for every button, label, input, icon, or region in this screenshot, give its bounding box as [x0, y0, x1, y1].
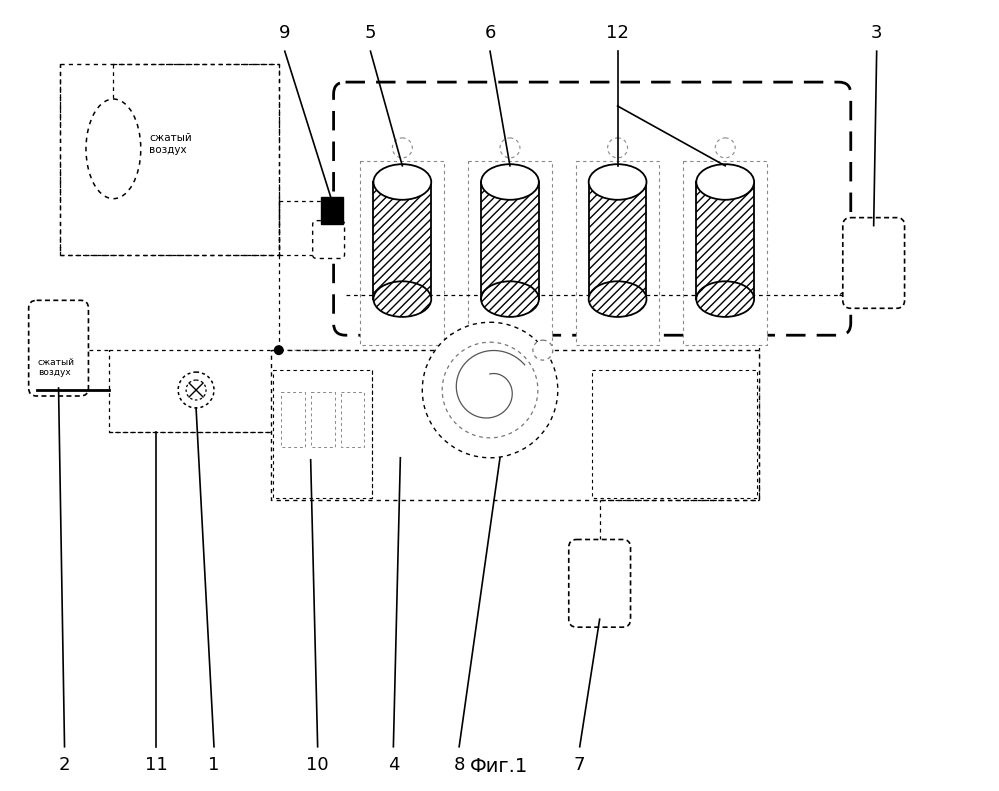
Circle shape	[532, 340, 552, 360]
Text: 7: 7	[574, 755, 585, 774]
Text: сжатый
воздух: сжатый воздух	[38, 358, 75, 377]
Text: 10: 10	[307, 755, 329, 774]
Text: 1: 1	[209, 755, 220, 774]
Ellipse shape	[482, 165, 538, 200]
FancyBboxPatch shape	[575, 161, 659, 345]
Circle shape	[186, 380, 206, 400]
FancyBboxPatch shape	[109, 350, 279, 432]
Text: 9: 9	[279, 25, 291, 42]
FancyBboxPatch shape	[313, 221, 345, 259]
Bar	[374, 182, 432, 299]
Ellipse shape	[696, 165, 754, 200]
Text: 6: 6	[485, 25, 496, 42]
Text: 11: 11	[145, 755, 168, 774]
Ellipse shape	[588, 282, 646, 317]
FancyBboxPatch shape	[334, 82, 851, 335]
Circle shape	[178, 372, 214, 408]
Bar	[321, 197, 343, 224]
FancyBboxPatch shape	[271, 350, 759, 500]
Text: 5: 5	[365, 25, 377, 42]
FancyBboxPatch shape	[273, 370, 373, 498]
FancyBboxPatch shape	[341, 392, 365, 447]
Bar	[696, 182, 754, 299]
FancyBboxPatch shape	[29, 301, 89, 396]
FancyBboxPatch shape	[683, 161, 767, 345]
Ellipse shape	[588, 165, 646, 200]
Ellipse shape	[374, 282, 432, 317]
Ellipse shape	[86, 99, 141, 199]
Circle shape	[274, 345, 284, 355]
Ellipse shape	[696, 282, 754, 317]
Ellipse shape	[374, 165, 432, 200]
FancyBboxPatch shape	[568, 539, 630, 627]
FancyBboxPatch shape	[469, 161, 551, 345]
Ellipse shape	[482, 282, 538, 317]
Circle shape	[423, 322, 557, 458]
Text: 3: 3	[871, 25, 882, 42]
Circle shape	[443, 343, 537, 438]
FancyBboxPatch shape	[591, 370, 757, 498]
Text: Фиг.1: Фиг.1	[470, 757, 528, 776]
Circle shape	[500, 138, 519, 158]
FancyBboxPatch shape	[843, 218, 904, 308]
FancyBboxPatch shape	[361, 161, 445, 345]
Bar	[588, 182, 646, 299]
Text: сжатый
воздух: сжатый воздух	[149, 133, 192, 155]
Text: 12: 12	[606, 25, 629, 42]
Circle shape	[607, 138, 627, 158]
Bar	[482, 182, 538, 299]
Text: 8: 8	[454, 755, 465, 774]
Circle shape	[393, 138, 413, 158]
Text: 2: 2	[59, 755, 70, 774]
FancyBboxPatch shape	[311, 392, 335, 447]
Text: 4: 4	[388, 755, 400, 774]
Circle shape	[715, 138, 735, 158]
FancyBboxPatch shape	[281, 392, 305, 447]
FancyBboxPatch shape	[60, 64, 279, 255]
